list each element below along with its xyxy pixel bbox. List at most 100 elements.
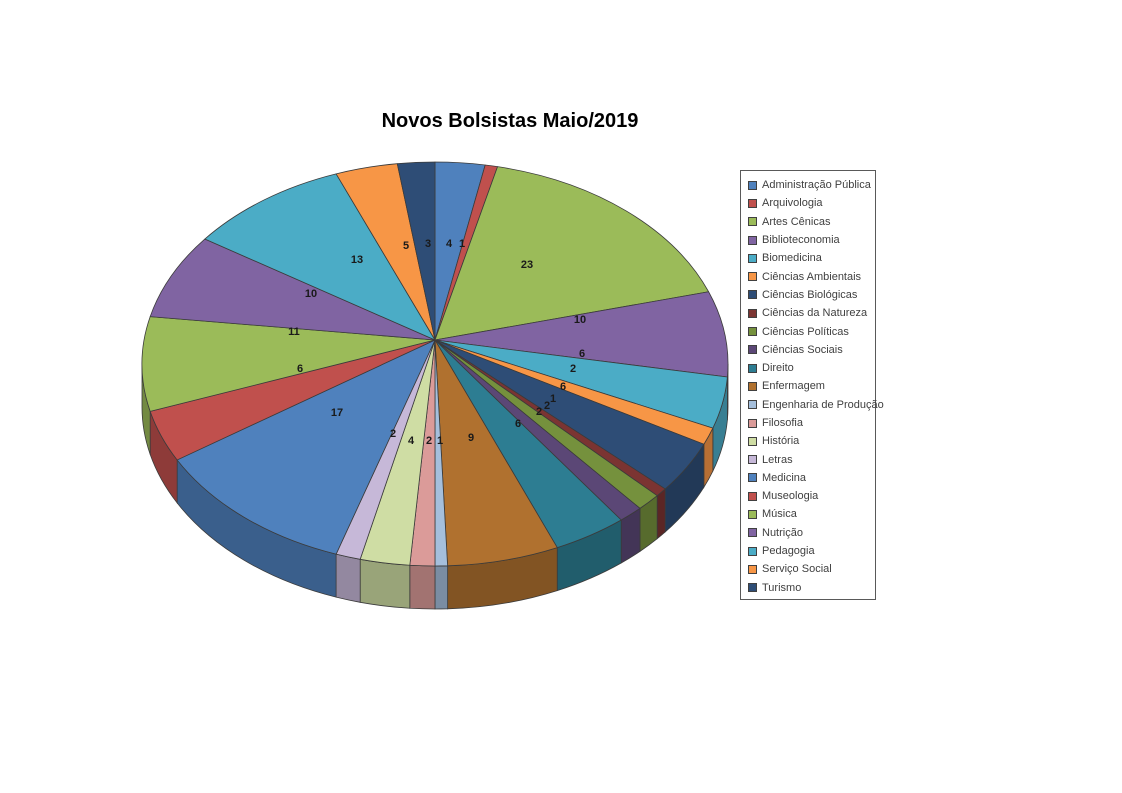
slice-value-label-ciencias-ambientais: 2	[570, 363, 576, 375]
pie-slice-biblioteconomia	[434, 291, 729, 378]
pie-slice-side-filosofia	[409, 564, 436, 610]
legend-swatch-biblioteconomia	[748, 235, 757, 245]
legend-item-biomedicina: Biomedicina	[748, 249, 875, 267]
pie-slice-nutricao	[149, 238, 436, 341]
legend-swatch-musica	[748, 509, 757, 519]
slice-value-label-engenharia-de-producao: 1	[437, 435, 443, 447]
slice-value-label-turismo: 3	[425, 238, 431, 250]
legend-swatch-turismo	[748, 583, 757, 593]
legend-item-biblioteconomia: Biblioteconomia	[748, 231, 875, 249]
pie-slice-side-engenharia-de-producao	[434, 565, 449, 610]
slice-value-label-biblioteconomia: 10	[574, 314, 586, 326]
legend-item-arquivologia: Arquivologia	[748, 194, 875, 212]
legend-swatch-ciencias-ambientais	[748, 272, 757, 282]
legend-item-medicina: Medicina	[748, 469, 875, 487]
legend-item-administracao-publica: Administração Pública	[748, 176, 875, 194]
slice-value-label-arquivologia: 1	[459, 238, 465, 250]
legend-swatch-pedagogia	[748, 546, 757, 556]
legend-label: Engenharia de Produção	[762, 398, 884, 411]
legend-item-ciencias-politicas: Ciências Políticas	[748, 322, 875, 340]
legend-item-turismo: Turismo	[748, 579, 875, 597]
slice-value-label-filosofia: 2	[426, 435, 432, 447]
legend-label: Filosofia	[762, 417, 803, 429]
slice-value-label-direito: 6	[515, 418, 521, 430]
legend-swatch-direito	[748, 363, 757, 373]
legend-label: Biblioteconomia	[762, 234, 840, 247]
slice-value-label-letras: 2	[390, 428, 396, 440]
slice-value-label-ciencias-sociais: 2	[536, 406, 542, 418]
legend-label: História	[762, 435, 800, 448]
pie-slice-musica	[141, 316, 436, 412]
slice-value-label-administracao-publica: 4	[446, 238, 453, 250]
legend-swatch-letras	[748, 455, 757, 465]
legend-label: Ciências Ambientais	[762, 270, 862, 283]
legend-label: Arquivologia	[762, 197, 823, 210]
slice-value-label-ciencias-da-natureza: 1	[550, 393, 556, 405]
legend-swatch-ciencias-politicas	[748, 327, 757, 337]
legend-item-direito: Direito	[748, 359, 875, 377]
legend-swatch-enfermagem	[748, 381, 757, 391]
legend-swatch-nutricao	[748, 528, 757, 538]
legend-label: Serviço Social	[762, 563, 832, 576]
legend-label: Letras	[762, 453, 793, 466]
slice-value-label-nutricao: 10	[305, 288, 317, 300]
legend-label: Direito	[762, 362, 794, 375]
legend-item-ciencias-da-natureza: Ciências da Natureza	[748, 304, 875, 322]
legend-label: Pedagogia	[762, 545, 815, 558]
legend-label: Medicina	[762, 471, 807, 484]
legend-swatch-artes-cenicas	[748, 217, 757, 227]
pie-slice-side-historia	[359, 558, 411, 609]
legend-swatch-administracao-publica	[748, 180, 757, 190]
pie-slice-side-ciencias-da-natureza	[656, 488, 666, 540]
legend-swatch-ciencias-sociais	[748, 345, 757, 355]
slice-value-label-museologia: 6	[297, 363, 303, 375]
slice-value-label-pedagogia: 13	[351, 254, 363, 266]
legend-label: Biomedicina	[762, 252, 822, 265]
slice-value-label-ciencias-biologicas: 6	[560, 381, 566, 393]
legend-item-letras: Letras	[748, 450, 875, 468]
slice-value-label-biomedicina: 6	[579, 348, 585, 360]
legend-item-enfermagem: Enfermagem	[748, 377, 875, 395]
legend-label: Enfermagem	[762, 380, 825, 393]
legend-label: Nutrição	[762, 526, 803, 539]
legend-swatch-biomedicina	[748, 253, 757, 263]
legend-swatch-museologia	[748, 491, 757, 501]
legend-swatch-ciencias-biologicas	[748, 290, 757, 300]
legend-item-ciencias-sociais: Ciências Sociais	[748, 341, 875, 359]
legend-swatch-filosofia	[748, 418, 757, 428]
legend-item-artes-cenicas: Artes Cênicas	[748, 213, 875, 231]
legend-item-filosofia: Filosofia	[748, 414, 875, 432]
legend-label: Administração Pública	[762, 179, 871, 192]
pie-slice-artes-cenicas	[434, 166, 710, 341]
slice-value-label-medicina: 17	[331, 407, 343, 419]
legend-item-pedagogia: Pedagogia	[748, 542, 875, 560]
legend-item-nutricao: Nutrição	[748, 524, 875, 542]
slice-value-label-ciencias-politicas: 2	[544, 400, 550, 412]
slice-value-label-enfermagem: 9	[468, 432, 474, 444]
legend-swatch-arquivologia	[748, 198, 757, 208]
pie-slice-pedagogia	[204, 173, 436, 341]
slice-value-label-historia: 4	[408, 435, 415, 447]
pie-slice-side-letras	[335, 553, 361, 603]
legend-swatch-ciencias-da-natureza	[748, 308, 757, 318]
legend-item-museologia: Museologia	[748, 487, 875, 505]
legend-swatch-historia	[748, 436, 757, 446]
legend-item-ciencias-biologicas: Ciências Biológicas	[748, 286, 875, 304]
legend-label: Turismo	[762, 581, 802, 594]
legend-label: Artes Cênicas	[762, 215, 831, 228]
legend-label: Museologia	[762, 490, 819, 503]
pie-slice-turismo	[396, 161, 436, 341]
legend-item-servico-social: Serviço Social	[748, 560, 875, 578]
slice-value-label-artes-cenicas: 23	[521, 259, 533, 271]
slice-value-label-servico-social: 5	[403, 240, 409, 252]
legend-swatch-medicina	[748, 473, 757, 483]
legend-item-historia: História	[748, 432, 875, 450]
legend-swatch-engenharia-de-producao	[748, 400, 757, 410]
legend-label: Música	[762, 508, 797, 521]
slice-value-label-musica: 11	[288, 326, 300, 338]
legend-item-musica: Música	[748, 505, 875, 523]
legend-label: Ciências da Natureza	[762, 307, 868, 320]
legend-label: Ciências Sociais	[762, 343, 843, 356]
